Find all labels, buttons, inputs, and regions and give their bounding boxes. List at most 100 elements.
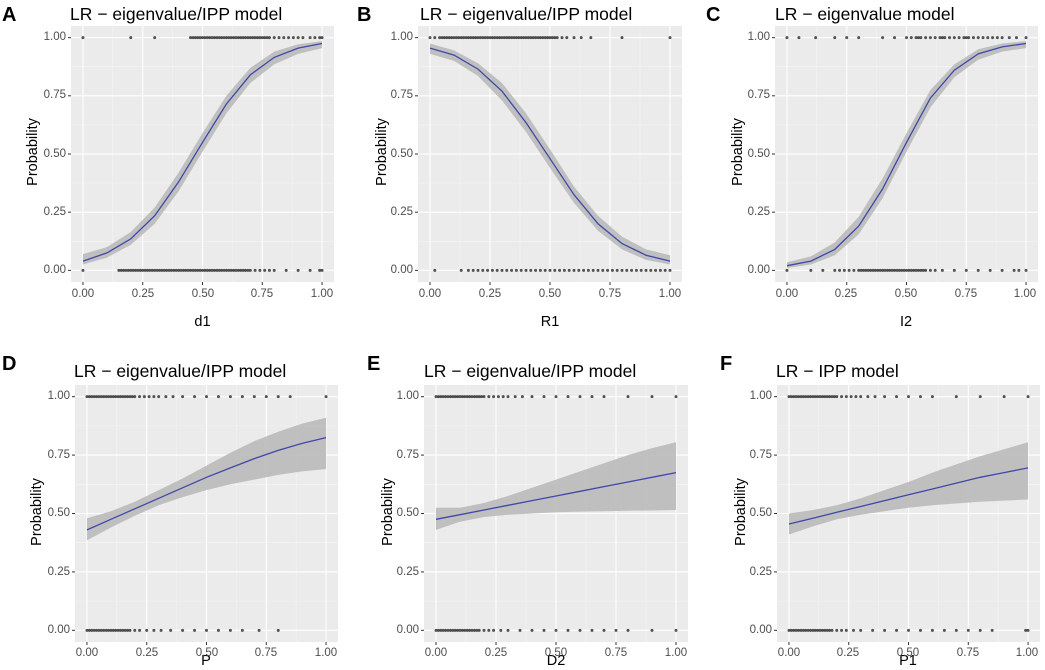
data-point <box>649 268 653 272</box>
data-point <box>476 36 480 40</box>
x-tick-label: 0.75 <box>605 647 627 659</box>
data-point <box>907 395 910 399</box>
data-point <box>792 628 796 632</box>
data-point <box>995 36 999 40</box>
data-point <box>914 268 918 272</box>
data-point <box>229 36 233 40</box>
y-tick-label: 0.25 <box>391 206 413 218</box>
data-point <box>905 268 908 272</box>
x-axis-label: R1 <box>541 314 560 330</box>
data-point <box>446 628 450 632</box>
data-point <box>924 268 928 272</box>
data-point <box>222 36 226 40</box>
data-point <box>232 36 236 40</box>
data-point <box>129 36 133 40</box>
data-point <box>976 36 980 40</box>
tick-labels: 0.00 0.25 0.50 0.75 1.00 0.00 0.25 0.50 … <box>48 390 338 659</box>
data-point <box>876 268 880 272</box>
data-point <box>126 395 130 399</box>
panel-title: LR − eigenvalue/IPP model <box>420 4 632 24</box>
x-tick-label: 0.00 <box>778 647 800 659</box>
data-point <box>921 268 925 272</box>
data-point <box>808 628 812 632</box>
data-point <box>553 268 557 272</box>
data-point <box>147 395 151 399</box>
data-point <box>849 395 853 399</box>
data-point <box>818 628 822 632</box>
data-point <box>448 628 452 632</box>
y-tick-label: 0.00 <box>391 264 413 276</box>
data-point <box>823 395 827 399</box>
data-point <box>133 628 137 632</box>
data-point <box>186 268 190 272</box>
tick-labels: 0.00 0.25 0.50 0.75 1.00 0.00 0.25 0.50 … <box>750 390 1039 659</box>
data-point <box>553 36 557 40</box>
data-point <box>111 628 115 632</box>
data-point <box>674 628 678 632</box>
data-point <box>128 395 132 399</box>
data-point <box>442 36 446 40</box>
data-point <box>434 628 438 632</box>
data-point <box>433 36 437 40</box>
data-point <box>475 395 479 399</box>
data-point <box>990 628 994 632</box>
data-point <box>97 628 101 632</box>
data-point <box>799 628 803 632</box>
data-point <box>169 268 173 272</box>
data-point <box>277 36 281 40</box>
data-point <box>470 395 474 399</box>
data-point <box>85 395 89 399</box>
data-point <box>663 268 667 272</box>
data-point <box>971 36 975 40</box>
data-point <box>639 268 643 272</box>
data-point <box>138 628 142 632</box>
data-point <box>859 395 863 399</box>
data-point <box>840 395 844 399</box>
data-point <box>589 36 593 40</box>
data-point <box>450 36 454 40</box>
data-point <box>606 268 610 272</box>
data-point <box>492 628 496 632</box>
data-point <box>92 395 96 399</box>
data-point <box>208 36 212 40</box>
data-point <box>548 36 552 40</box>
data-point <box>99 395 103 399</box>
confidence-ribbon <box>430 43 670 265</box>
data-point <box>562 268 566 272</box>
y-tick-label: 0.00 <box>48 624 70 636</box>
data-point <box>1002 395 1006 399</box>
data-point <box>129 268 133 272</box>
data-point <box>463 395 467 399</box>
data-point <box>282 36 286 40</box>
data-point <box>668 268 672 272</box>
data-point <box>224 268 228 272</box>
data-point <box>801 628 805 632</box>
data-point <box>468 395 472 399</box>
data-point <box>909 268 913 272</box>
data-point <box>510 36 514 40</box>
data-point <box>287 36 291 40</box>
x-tick-label: 1.00 <box>659 288 681 300</box>
data-point <box>916 36 920 40</box>
data-point <box>193 268 197 272</box>
data-point <box>847 268 851 272</box>
data-point <box>460 395 464 399</box>
data-point <box>844 395 848 399</box>
data-point <box>471 268 475 272</box>
data-point <box>591 268 595 272</box>
data-point <box>820 395 824 399</box>
data-point <box>954 395 958 399</box>
data-point <box>986 36 990 40</box>
data-point <box>203 268 207 272</box>
fitted-curve <box>786 42 1027 267</box>
data-point <box>833 36 837 40</box>
data-point <box>487 395 491 399</box>
data-point <box>482 395 486 399</box>
data-point <box>263 268 267 272</box>
data-point <box>475 628 479 632</box>
data-point <box>136 268 140 272</box>
data-point <box>87 628 91 632</box>
data-point <box>257 628 261 632</box>
data-point <box>828 628 832 632</box>
data-point <box>208 268 212 272</box>
